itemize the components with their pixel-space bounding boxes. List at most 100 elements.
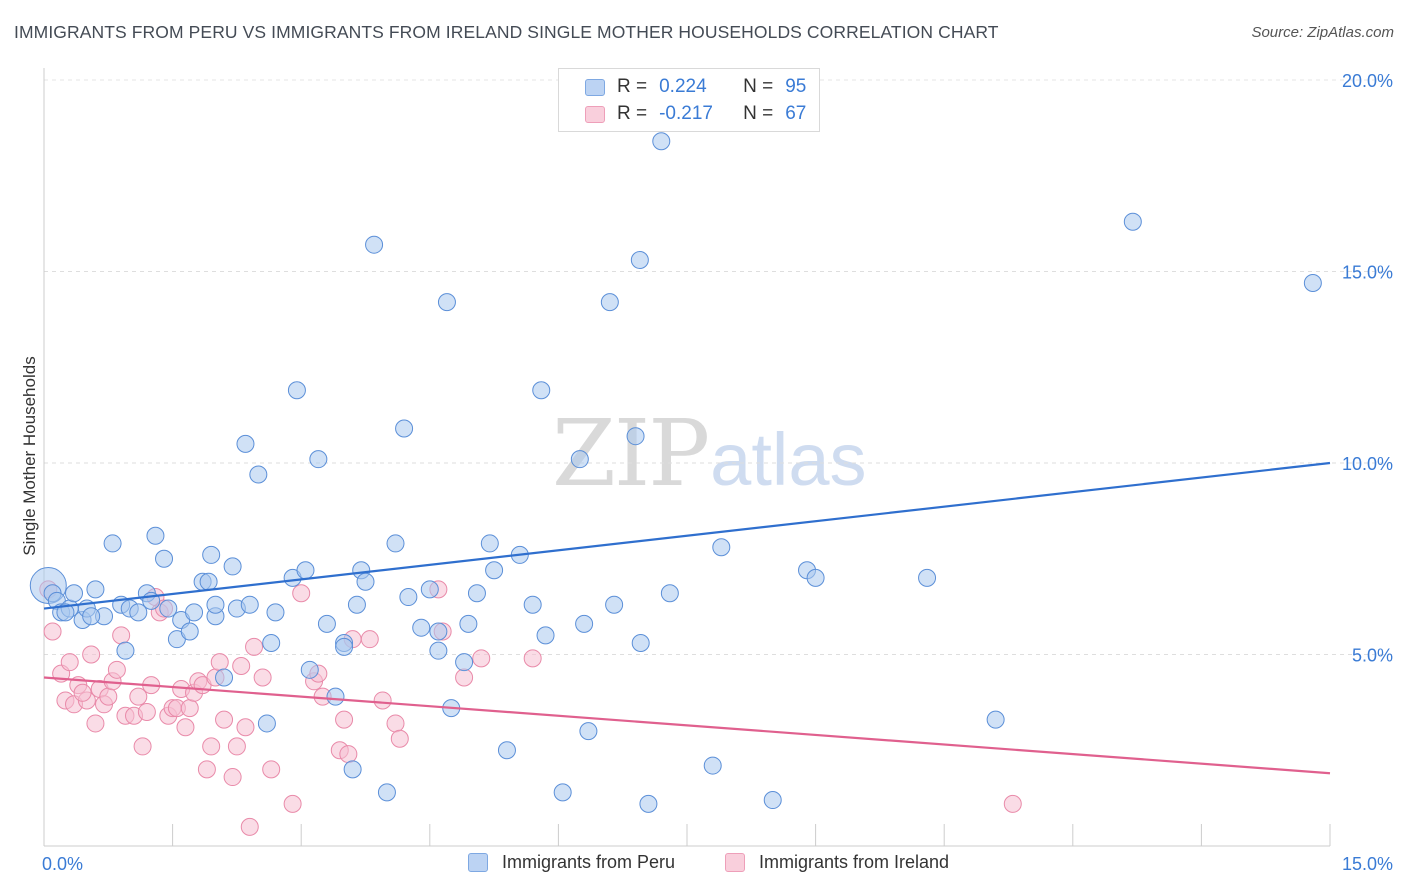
legend-row-peru: R = 0.224 N = 95 [559, 73, 806, 101]
peru-point [86, 580, 105, 599]
peru-point [249, 465, 268, 484]
peru-point [600, 293, 619, 312]
ireland-point [210, 653, 229, 672]
source-label: Source: ZipAtlas.com [1251, 24, 1394, 41]
ireland-point [240, 817, 259, 836]
bottom-legend-peru-label: Immigrants from Peru [502, 852, 676, 872]
peru-trend-line [43, 461, 1331, 610]
legend-n-label: N = [743, 103, 774, 124]
peru-point [287, 381, 306, 400]
ireland-point [137, 702, 156, 721]
peru-point [223, 557, 242, 576]
peru-point [480, 534, 499, 553]
legend-r-label: R = [617, 76, 648, 97]
peru-point [356, 572, 375, 591]
legend-n-value: 95 [785, 76, 807, 97]
peru-point [343, 760, 362, 779]
peru-point [159, 599, 178, 618]
peru-point [335, 637, 354, 656]
ireland-point [335, 710, 354, 729]
y-tick-label: 15.0% [1342, 263, 1393, 283]
peru-point [570, 450, 589, 469]
legend-r-label: R = [617, 103, 648, 124]
peru-point [497, 741, 516, 760]
peru-point [579, 722, 598, 741]
y-tick-label: 5.0% [1352, 646, 1393, 666]
ireland-point [523, 649, 542, 668]
peru-point [386, 534, 405, 553]
peru-point [605, 595, 624, 614]
peru-point [399, 588, 418, 607]
peru-point [1303, 273, 1322, 292]
ireland-point [245, 637, 264, 656]
ireland-point [339, 745, 358, 764]
peru-point [660, 584, 679, 603]
ireland-point [60, 653, 79, 672]
peru-point [986, 710, 1005, 729]
ireland-point [262, 760, 281, 779]
stats-legend: R = 0.224 N = 95 R = -0.217 N = 67 [558, 68, 820, 132]
grid-lines [44, 79, 1393, 655]
peru-point [485, 561, 504, 580]
ireland-point [283, 794, 302, 813]
ireland-point [253, 668, 272, 687]
peru-point [257, 714, 276, 733]
peru-point [639, 794, 658, 813]
peru-point [523, 595, 542, 614]
peru-point [202, 545, 221, 564]
peru-point [763, 791, 782, 810]
peru-point [300, 660, 319, 679]
ireland-swatch [725, 853, 745, 872]
ireland-point [73, 683, 92, 702]
legend-n-label: N = [743, 76, 774, 97]
peru-point [326, 687, 345, 706]
axes [43, 68, 1331, 847]
ireland-point [360, 630, 379, 649]
peru-point [103, 534, 122, 553]
peru-points [29, 132, 1322, 813]
legend-r-value: -0.217 [659, 103, 713, 124]
trend-lines [43, 461, 1331, 775]
legend-row-ireland: R = -0.217 N = 67 [559, 100, 806, 128]
y-tick-label: 10.0% [1342, 454, 1393, 474]
peru-point [626, 427, 645, 446]
ireland-point [215, 710, 234, 729]
peru-point [266, 603, 285, 622]
peru-point [712, 538, 731, 557]
peru-point [236, 434, 255, 453]
peru-point [240, 595, 259, 614]
ireland-point [133, 737, 152, 756]
peru-point [262, 634, 281, 653]
x-tick-label: 15.0% [1342, 854, 1393, 874]
ireland-point [373, 691, 392, 710]
peru-point [56, 603, 75, 622]
ireland-point [99, 687, 118, 706]
peru-point [155, 549, 174, 568]
peru-point [437, 293, 456, 312]
peru-point [429, 622, 448, 641]
peru-point [630, 251, 649, 270]
ireland-point [176, 718, 195, 737]
peru-point [215, 668, 234, 687]
bottom-legend-ireland: Immigrants from Ireland [725, 852, 949, 873]
ireland-swatch [585, 105, 605, 123]
peru-point [631, 634, 650, 653]
peru-point [429, 641, 448, 660]
ireland-trend-line [43, 676, 1331, 775]
peru-point [553, 783, 572, 802]
peru-point [180, 622, 199, 641]
ireland-point [107, 660, 126, 679]
peru-point [317, 614, 336, 633]
peru-point [536, 626, 555, 645]
peru-point [199, 572, 218, 591]
chart-title: IMMIGRANTS FROM PERU VS IMMIGRANTS FROM … [14, 22, 999, 42]
peru-point [532, 381, 551, 400]
y-tick-label: 20.0% [1342, 71, 1393, 91]
peru-point [185, 603, 204, 622]
peru-point [420, 580, 439, 599]
peru-point [467, 584, 486, 603]
peru-swatch [468, 853, 488, 872]
peru-point [806, 568, 825, 587]
bottom-legend-ireland-label: Immigrants from Ireland [759, 852, 950, 872]
